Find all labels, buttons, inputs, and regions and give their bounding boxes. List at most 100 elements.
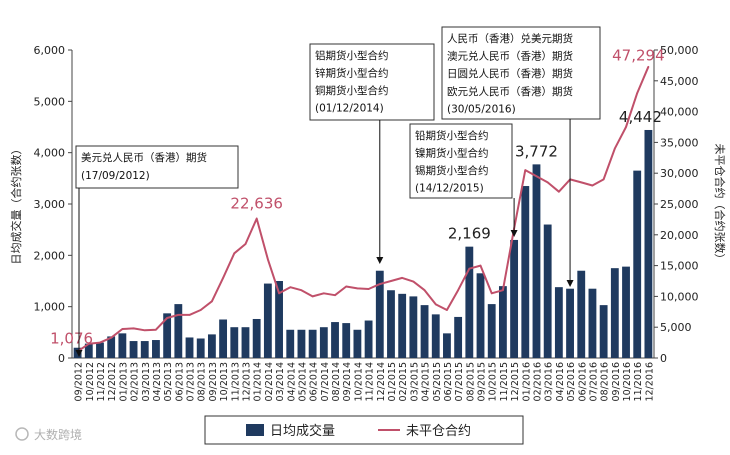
x-tick-label: 10/2014 (353, 362, 364, 401)
annotation-text: (30/05/2016) (447, 103, 516, 115)
bar (286, 329, 295, 358)
y-left-tick-label: 5,000 (34, 95, 66, 108)
annotation-text: 欧元兑人民币（香港）期货 (447, 85, 573, 98)
x-tick-label: 04/2014 (286, 362, 297, 401)
x-tick-label: 11/2014 (365, 362, 376, 401)
annotation-text: 人民币（香港）兑美元期货 (447, 32, 573, 45)
x-tick-label: 06/2013 (174, 362, 185, 401)
bar (107, 336, 116, 358)
x-tick-label: 07/2013 (186, 362, 197, 401)
line-series (76, 65, 650, 353)
x-tick-label: 02/2013 (130, 362, 141, 401)
line-point (502, 289, 504, 292)
x-tick-label: 01/2013 (118, 362, 129, 401)
annotation-4: 人民币（香港）兑美元期货澳元兑人民币（香港）期货日圆兑人民币（香港）期货欧元兑人… (441, 26, 601, 287)
x-tick-label: 10/2016 (622, 362, 633, 401)
line-point (278, 292, 280, 295)
bar (331, 322, 339, 358)
line-point (423, 289, 426, 292)
annotation-box (409, 123, 513, 199)
line-point (121, 328, 124, 330)
bar (633, 170, 642, 358)
bar (163, 313, 172, 358)
y-right-tick-label: 0 (660, 352, 667, 365)
bar (599, 305, 608, 358)
annotation-text: 铝期货小型合约 (315, 49, 389, 62)
bar (263, 283, 272, 358)
y-right-tick-label: 45,000 (660, 75, 699, 88)
watermark-text: 大数跨境 (34, 427, 82, 442)
bar (275, 281, 283, 358)
annotation-arrowhead (75, 350, 83, 357)
line-point (390, 280, 392, 282)
y-left-tick-label: 1,000 (34, 301, 66, 314)
bar (129, 341, 138, 358)
bar (510, 239, 519, 358)
y-right-tick-label: 5,000 (660, 321, 692, 334)
y-right-axis-label: 未平仓合约（合约张数） (713, 144, 727, 265)
bar (353, 329, 362, 358)
bar (297, 329, 306, 358)
x-tick-label: 02/2015 (398, 362, 409, 401)
open-interest-line (77, 66, 650, 353)
annotation-text: 澳元兑人民币（香港）期货 (447, 50, 573, 63)
line-point (401, 277, 403, 279)
x-tick-label: 05/2016 (566, 362, 577, 401)
bar (454, 316, 463, 358)
x-tick-label: 06/2014 (309, 362, 320, 401)
bar (554, 287, 563, 358)
x-tick-label: 12/2015 (510, 362, 521, 401)
bar (185, 337, 194, 358)
x-tick-label: 02/2014 (264, 362, 275, 401)
line-point (356, 287, 359, 290)
value-label: 22,636 (230, 195, 283, 213)
y-right-tick-label: 10,000 (660, 290, 699, 303)
annotation-text: 美元兑人民币（香港）期货 (81, 151, 207, 164)
x-tick-label: 03/2014 (275, 362, 286, 401)
line-point (412, 280, 415, 283)
line-point (87, 343, 90, 345)
line-point (490, 292, 493, 295)
x-tick-label: 11/2013 (230, 362, 241, 401)
line-point (132, 327, 135, 330)
y-right-tick-label: 20,000 (660, 229, 699, 242)
axes: 0 1,000 2,000 3,000 4,000 5,000 6,000 0 5,000 10,… (9, 44, 727, 401)
x-tick-label: 05/2014 (297, 362, 308, 401)
line-point (367, 288, 370, 290)
line-point (222, 277, 224, 279)
watermark: 大数跨境 (15, 427, 82, 442)
annotation-text: 日圆兑人民币（香港）期货 (447, 67, 573, 80)
bar-series (73, 129, 653, 358)
annotation-arrowhead (566, 280, 574, 287)
x-tick-label: 10/2012 (85, 362, 96, 401)
line-point (446, 309, 448, 311)
x-tick-label: 05/2015 (432, 362, 443, 401)
x-tick-label: 07/2016 (588, 362, 599, 401)
legend-line-label: 未平仓合约 (406, 424, 471, 439)
y-right-tick-label: 40,000 (660, 106, 699, 119)
annotation-text: (17/09/2012) (81, 170, 150, 182)
line-point (289, 286, 292, 288)
line-point (524, 169, 527, 171)
annotation-text: 镍期货小型合约 (415, 147, 489, 160)
annotation-text: (14/12/2015) (415, 183, 484, 195)
x-tick-label: 09/2012 (74, 362, 85, 401)
x-tick-label: 11/2012 (96, 362, 107, 401)
watermark-logo-icon (15, 427, 29, 441)
value-labels: 2,169 3,772 4,442 1,076 22,636 47,294 (50, 47, 665, 348)
x-tick-label: 11/2015 (499, 362, 510, 401)
line-point (378, 283, 381, 285)
x-tick-label: 08/2015 (465, 362, 476, 401)
bar (319, 327, 328, 358)
bar (364, 320, 373, 358)
line-point (110, 336, 112, 339)
x-tick-label: 12/2016 (644, 362, 655, 401)
x-tick-label: 10/2015 (488, 362, 499, 401)
y-right-tick-label: 25,000 (660, 198, 699, 211)
x-tick-label: 01/2015 (387, 362, 398, 401)
x-tick-label: 09/2014 (342, 362, 353, 401)
bar (443, 333, 451, 358)
x-tick-label: 08/2014 (331, 362, 342, 401)
